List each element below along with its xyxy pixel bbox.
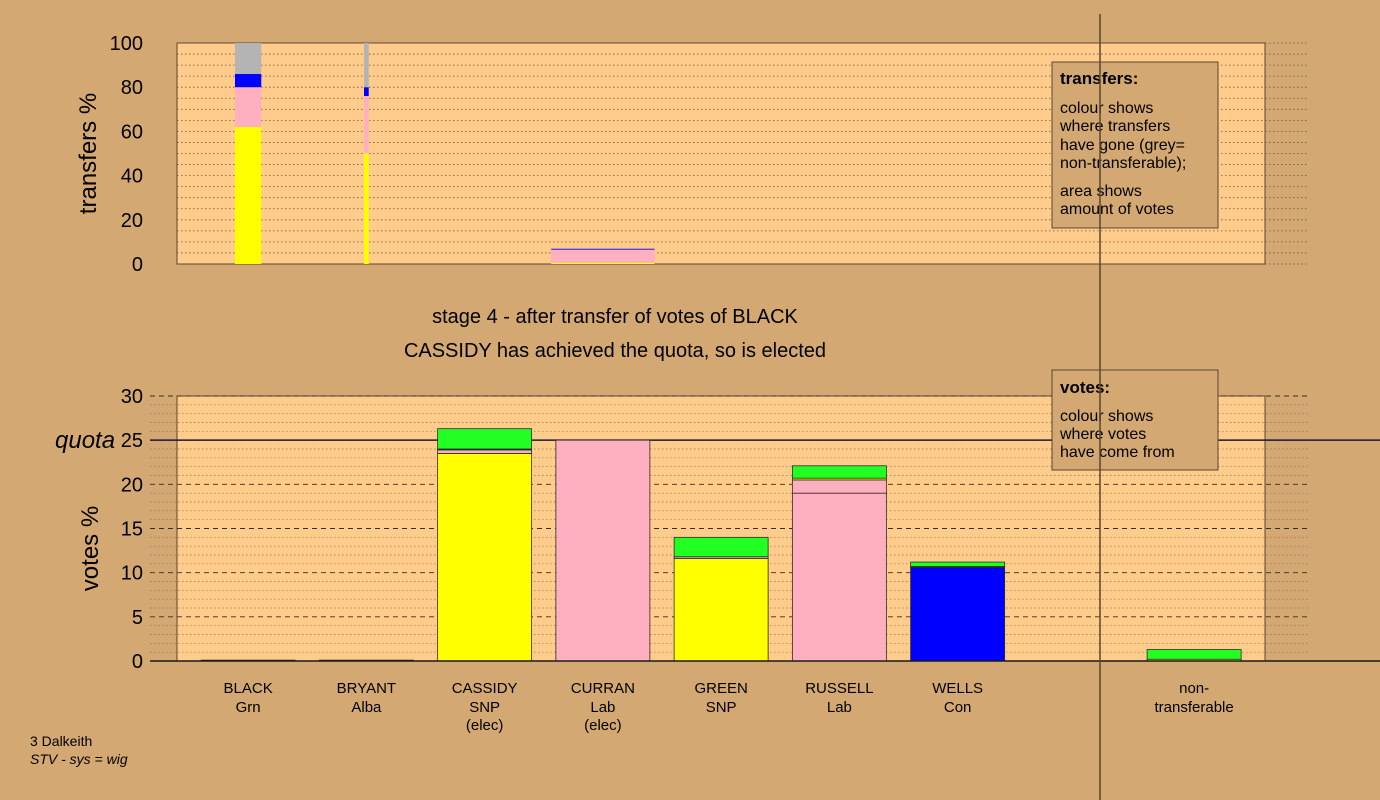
legend-votes-line: have come from [1060, 444, 1175, 461]
transfers-bar-segment [234, 73, 262, 88]
votes-bar-segment [1146, 649, 1242, 660]
votes-bar-segment [791, 465, 887, 479]
candidate-name-label: RUSSELL [805, 680, 873, 697]
transfers-y-tick-label: 100 [110, 33, 143, 55]
candidate-labels: BLACKGrnBRYANTAlbaCASSIDYSNP(elec)CURRAN… [224, 680, 1234, 734]
candidate-party-label: Lab [827, 699, 852, 716]
quota-label: quota [55, 427, 115, 454]
legend-votes: votes: colour shows where votes have com… [1051, 369, 1219, 471]
transfers-y-axis-title: transfers % [75, 93, 102, 214]
transfers-bar-segment [364, 96, 369, 154]
candidate-name-label: CURRAN [571, 680, 635, 697]
transfers-y-tick-label: 0 [132, 254, 143, 276]
candidate-party-label: Lab [590, 699, 615, 716]
transfers-y-tick-label: 20 [121, 210, 143, 232]
footer-system: STV - sys = wig [30, 751, 128, 767]
votes-bar-segment [673, 536, 769, 558]
votes-y-tick-label: 25 [121, 430, 143, 452]
votes-y-tick-label: 0 [132, 651, 143, 673]
transfers-bar-segment [364, 153, 369, 264]
legend-transfers-line: non-transferable); [1060, 155, 1186, 172]
chart-title: stage 4 - after transfer of votes of BLA… [432, 306, 798, 328]
votes-y-tick-label: 15 [121, 519, 143, 541]
legend-transfers: transfers: colour shows where transfers … [1051, 61, 1219, 229]
transfers-bar-segment [234, 43, 262, 74]
votes-y-tick-label: 5 [132, 607, 143, 629]
footer-constituency: 3 Dalkeith [30, 733, 92, 749]
votes-bar-segment [910, 566, 1006, 662]
votes-y-tick-label: 30 [121, 386, 143, 408]
legend-transfers-box [1051, 61, 1219, 229]
votes-bar-segment [437, 449, 533, 454]
transfers-bar-segment [364, 87, 369, 97]
candidate-name-label: non- [1179, 680, 1209, 697]
votes-bar-segment [910, 561, 1006, 567]
transfers-bar-segment [551, 248, 655, 250]
candidate-party-label: transferable [1155, 699, 1234, 716]
transfers-bar-segment [234, 126, 262, 264]
candidate-status-label: (elec) [584, 717, 622, 734]
legend-votes-line: colour shows [1060, 408, 1153, 425]
candidate-name-label: BLACK [224, 680, 273, 697]
votes-bar-segment [791, 479, 887, 494]
candidate-party-label: Con [944, 699, 972, 716]
legend-transfers-title: transfers: [1060, 69, 1138, 88]
legend-transfers-line: where transfers [1059, 118, 1170, 135]
legend-transfers-line: have gone (grey= [1060, 137, 1185, 154]
legend-votes-line: where votes [1059, 426, 1146, 443]
votes-y-tick-label: 10 [121, 563, 143, 585]
transfers-bar-segment [234, 87, 262, 127]
transfers-bar-segment [364, 43, 369, 88]
legend-transfers-line: amount of votes [1060, 201, 1174, 218]
votes-bar-segment [437, 453, 533, 662]
chart-subtitle: CASSIDY has achieved the quota, so is el… [404, 340, 826, 362]
votes-y-tick-label: 20 [121, 474, 143, 496]
candidate-name-label: WELLS [932, 680, 983, 697]
votes-bar-segment [437, 428, 533, 450]
transfers-y-tick-label: 60 [121, 121, 143, 143]
votes-y-axis-title: votes % [77, 506, 104, 591]
votes-bar-segment [673, 558, 769, 662]
candidate-name-label: GREEN [694, 680, 747, 697]
candidate-party-label: Grn [236, 699, 261, 716]
transfers-y-tick-label: 40 [121, 166, 143, 188]
candidate-party-label: SNP [706, 699, 737, 716]
legend-votes-box [1051, 369, 1219, 471]
legend-transfers-line: area shows [1060, 183, 1142, 200]
transfers-y-tick-label: 80 [121, 77, 143, 99]
transfers-bar-segment [551, 262, 655, 264]
votes-bar-segment [791, 492, 887, 662]
candidate-name-label: BRYANT [337, 680, 396, 697]
votes-bar-segment [555, 439, 651, 662]
legend-votes-title: votes: [1060, 378, 1110, 397]
candidate-name-label: CASSIDY [452, 680, 518, 697]
transfers-bar-segment [551, 249, 655, 263]
candidate-party-label: Alba [351, 699, 382, 716]
legend-transfers-line: colour shows [1060, 100, 1153, 117]
candidate-party-label: SNP [469, 699, 500, 716]
candidate-status-label: (elec) [466, 717, 504, 734]
